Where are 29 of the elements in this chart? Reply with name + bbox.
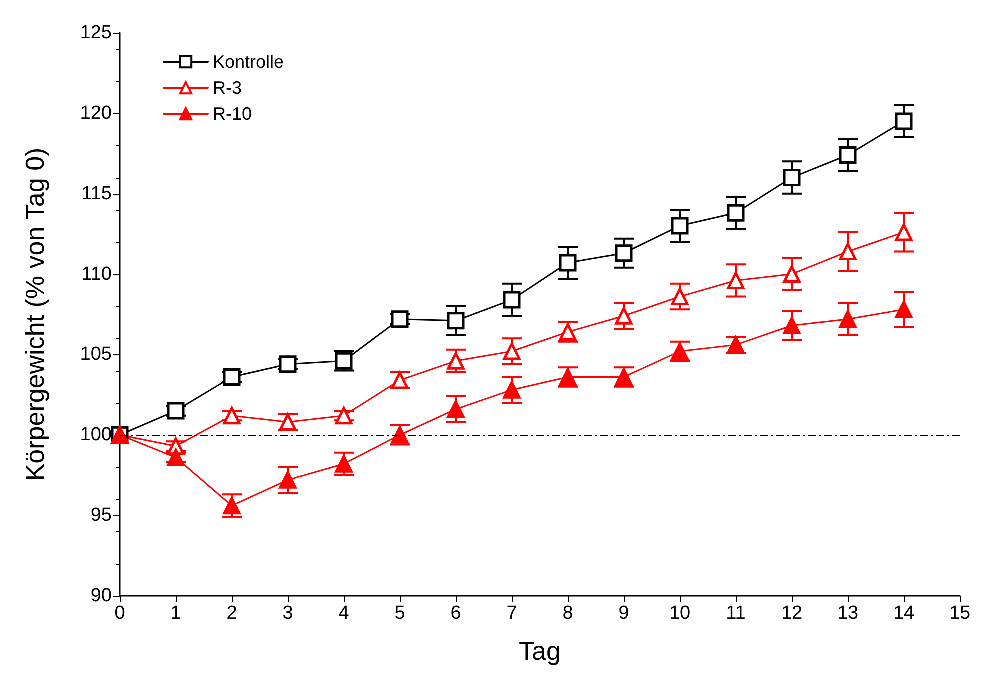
x-tick-label: 13 [837,603,859,624]
y-tick-label: 110 [82,264,112,285]
x-tick-label: 1 [170,603,182,624]
y-tick-label: 120 [80,102,112,124]
x-tick-label: 3 [282,603,294,624]
x-tick-label: 14 [893,603,915,624]
y-tick-label: 95 [90,505,112,526]
y-tick-label: 125 [80,22,112,44]
y-axis-title: Körpergewicht (% von Tag 0) [20,148,50,482]
x-tick-label: 15 [949,603,971,624]
y-tick-label: 105 [80,344,112,366]
y-tick-label: 90 [90,586,112,606]
x-tick-label: 2 [226,603,238,624]
y-tick-label: 100 [80,424,112,446]
x-tick-label: 9 [618,603,630,624]
x-axis-title: Tag [519,636,561,666]
x-tick-label: 8 [562,603,574,624]
legend-label: Kontrolle [213,52,284,72]
x-tick-label: 11 [726,603,746,624]
y-tick-label: 115 [82,183,112,204]
x-tick-label: 6 [450,603,462,624]
x-tick-label: 12 [781,603,803,624]
x-tick-label: 4 [338,603,350,624]
x-tick-label: 0 [114,603,126,624]
legend-label: R-3 [213,78,242,98]
x-tick-label: 5 [394,603,406,624]
legend-label: R-10 [213,104,252,124]
x-tick-label: 10 [669,603,691,624]
x-tick-label: 7 [506,603,518,624]
